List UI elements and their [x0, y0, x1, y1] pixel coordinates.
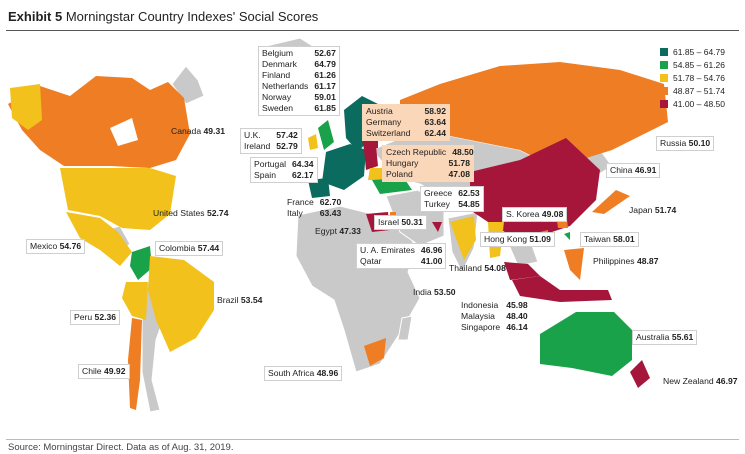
exhibit-number: Exhibit 5 [8, 9, 63, 24]
title-text: Morningstar Country Indexes' Social Scor… [65, 9, 319, 24]
iberia-label: Portugal 64.34 Spain 62.17 [250, 157, 318, 183]
taiwan-shape [564, 232, 570, 240]
india-label: India 53.50 [413, 287, 456, 297]
france-germany-shape [322, 144, 366, 190]
chile-label: Chile 49.92 [78, 364, 130, 379]
czech-shape [364, 146, 378, 170]
legend-item: 41.00 – 48.50 [660, 97, 725, 110]
philippines-label: Philippines 48.87 [593, 256, 659, 266]
peru-label: Peru 52.36 [70, 310, 121, 325]
mexico-shape [66, 212, 132, 266]
egypt-label: Egypt 47.33 [315, 226, 361, 236]
malaysia-shape [504, 262, 540, 280]
brazil-shape [148, 256, 214, 352]
mexico-label: Mexico 54.76 [26, 239, 86, 254]
southafrica-label: South Africa 48.96 [264, 366, 343, 381]
hungary-shape [368, 168, 384, 180]
russia-label: Russia 50.10 [656, 136, 715, 151]
japan-label: Japan 51.74 [629, 205, 677, 215]
indonesia-shape [512, 276, 612, 302]
australia-shape [540, 312, 632, 376]
legend-item: 54.85 – 61.26 [660, 58, 725, 71]
australia-label: Australia 55.61 [632, 330, 698, 345]
southafrica-shape [364, 338, 386, 366]
chart-title: Exhibit 5 Morningstar Country Indexes' S… [8, 9, 318, 24]
hongkong-label: Hong Kong 51.09 [480, 232, 555, 247]
nordics-label: Belgium 52.67 Denmark 64.79 Finland 61.26 N… [258, 46, 340, 116]
legend-item: 48.87 – 51.74 [660, 84, 725, 97]
canada-label: Canada 49.31 [171, 126, 226, 136]
us-shape [60, 168, 176, 230]
legend-swatch [660, 86, 668, 95]
canada-bay [110, 118, 138, 146]
colombia-shape [130, 246, 152, 280]
korea-label: S. Korea 49.08 [502, 207, 568, 222]
chile-shape [128, 318, 142, 410]
legend-item: 61.85 – 64.79 [660, 45, 725, 58]
legend: 61.85 – 64.79 54.85 – 61.26 51.78 – 54.7… [660, 45, 725, 110]
canada-shape [8, 76, 190, 168]
colombia-label: Colombia 57.44 [155, 241, 224, 256]
uk-shape [318, 120, 334, 150]
eastern-europe-label: Czech Republic 48.50 Hungary 51.78 Poland 4… [382, 145, 474, 182]
legend-swatch [660, 99, 668, 108]
legend-swatch [660, 73, 668, 82]
ireland-shape [308, 134, 318, 150]
taiwan-label: Taiwan 58.01 [580, 232, 639, 247]
bottom-rule [6, 439, 739, 440]
greece-turkey-shape [372, 178, 412, 194]
greece-turkey-label: Greece 62.53 Turkey 54.85 [420, 186, 484, 212]
legend-swatch [660, 47, 668, 56]
india-colored [450, 216, 476, 260]
russia-shape [400, 62, 668, 166]
madagascar-land [397, 315, 413, 341]
china-label: China 46.91 [606, 163, 661, 178]
iberia-shape [308, 178, 330, 198]
peru-shape [122, 282, 148, 320]
legend-item: 51.78 – 54.76 [660, 71, 725, 84]
central-europe-label: Austria 58.92 Germany 63.64 Switzerland 62.… [362, 104, 450, 141]
israel-label: Israel 50.31 [374, 215, 427, 230]
gulf-label: U. A. Emirates 46.96 Qatar 41.00 [356, 243, 447, 269]
brazil-label: Brazil 53.54 [217, 295, 263, 305]
us-label: United States 52.74 [153, 208, 229, 218]
top-rule [6, 30, 739, 31]
alaska-shape [10, 84, 42, 130]
newzealand-label: New Zealand 46.97 [663, 376, 738, 386]
asean-label: Indonesia 45.98 Malaysia 48.40 Singapore 46… [461, 300, 528, 332]
thailand-label: Thailand 54.08 [449, 263, 506, 273]
philippines-shape [564, 248, 584, 280]
japan-shape [592, 190, 630, 214]
legend-swatch [660, 60, 668, 69]
newzealand-shape [630, 360, 650, 388]
france-italy-label: France 62.70 Italy 63.43 [287, 197, 342, 218]
uae-shape [432, 222, 442, 232]
source-note: Source: Morningstar Direct. Data as of A… [8, 442, 234, 453]
uk-ireland-label: U.K. 57.42 Ireland 52.79 [240, 128, 302, 154]
